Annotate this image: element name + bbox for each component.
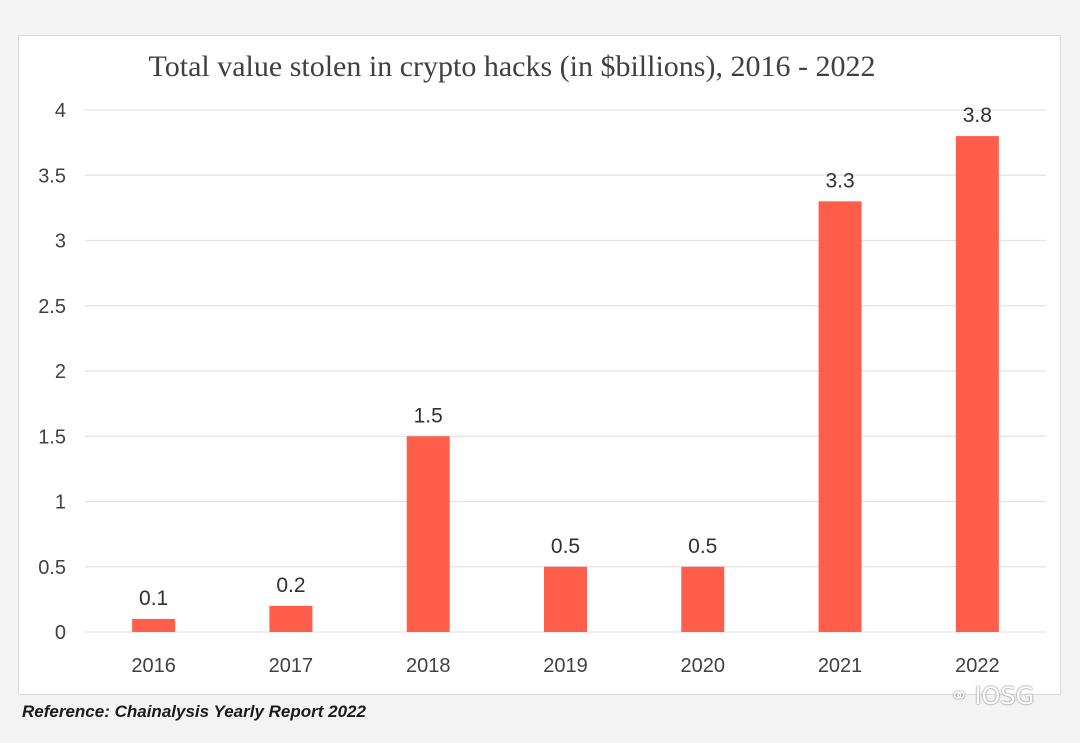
data-label-2022: 3.8	[963, 104, 992, 127]
watermark: ⚭ IOSG	[950, 682, 1034, 710]
x-axis: 2016 2017 2018 2019 2020 2021 2022	[131, 655, 999, 677]
data-label-2020: 0.5	[688, 535, 717, 558]
watermark-text: IOSG	[974, 682, 1035, 710]
chart-card	[18, 35, 1061, 695]
bar-2020	[681, 566, 725, 632]
data-label-2021: 3.3	[825, 169, 854, 192]
bar-2022	[955, 136, 999, 632]
data-label-2019: 0.5	[551, 535, 580, 558]
bar-2021	[818, 201, 862, 632]
bar-2019	[544, 566, 587, 632]
y-tick-label: 0.5	[38, 557, 66, 579]
x-tick-label-2022: 2022	[955, 655, 1000, 677]
x-tick-label-2020: 2020	[681, 655, 726, 677]
chart-title: Total value stolen in crypto hacks (in $…	[149, 50, 876, 83]
bar-2018	[406, 436, 450, 632]
wechat-icon: ⚭	[950, 683, 969, 709]
x-tick-label-2019: 2019	[543, 655, 588, 677]
y-axis: 0 0.5 1 1.5 2 2.5 3 3.5 4	[38, 100, 66, 644]
y-tick-label: 3	[55, 231, 66, 253]
data-label-2018: 1.5	[414, 404, 443, 427]
bar-2017	[269, 605, 313, 632]
bars	[132, 136, 999, 632]
data-labels: 0.1 0.2 1.5 0.5 0.5 3.3 3.8	[139, 104, 992, 610]
data-label-2016: 0.1	[139, 587, 168, 610]
y-tick-label: 4	[55, 100, 66, 122]
bar-2016	[132, 618, 176, 632]
y-tick-label: 0	[55, 622, 66, 644]
y-tick-label: 1.5	[38, 426, 66, 448]
x-tick-label-2017: 2017	[269, 655, 314, 677]
x-tick-label-2021: 2021	[818, 655, 863, 677]
grid-layer	[85, 109, 1046, 633]
y-tick-label: 2	[55, 361, 66, 383]
y-tick-label: 1	[55, 492, 66, 514]
x-tick-label-2018: 2018	[406, 655, 451, 677]
y-tick-label: 3.5	[38, 165, 66, 187]
data-label-2017: 0.2	[276, 574, 305, 597]
x-tick-label-2016: 2016	[131, 655, 176, 677]
reference-note: Reference: Chainalysis Yearly Report 202…	[22, 702, 366, 721]
y-tick-label: 2.5	[38, 296, 66, 318]
